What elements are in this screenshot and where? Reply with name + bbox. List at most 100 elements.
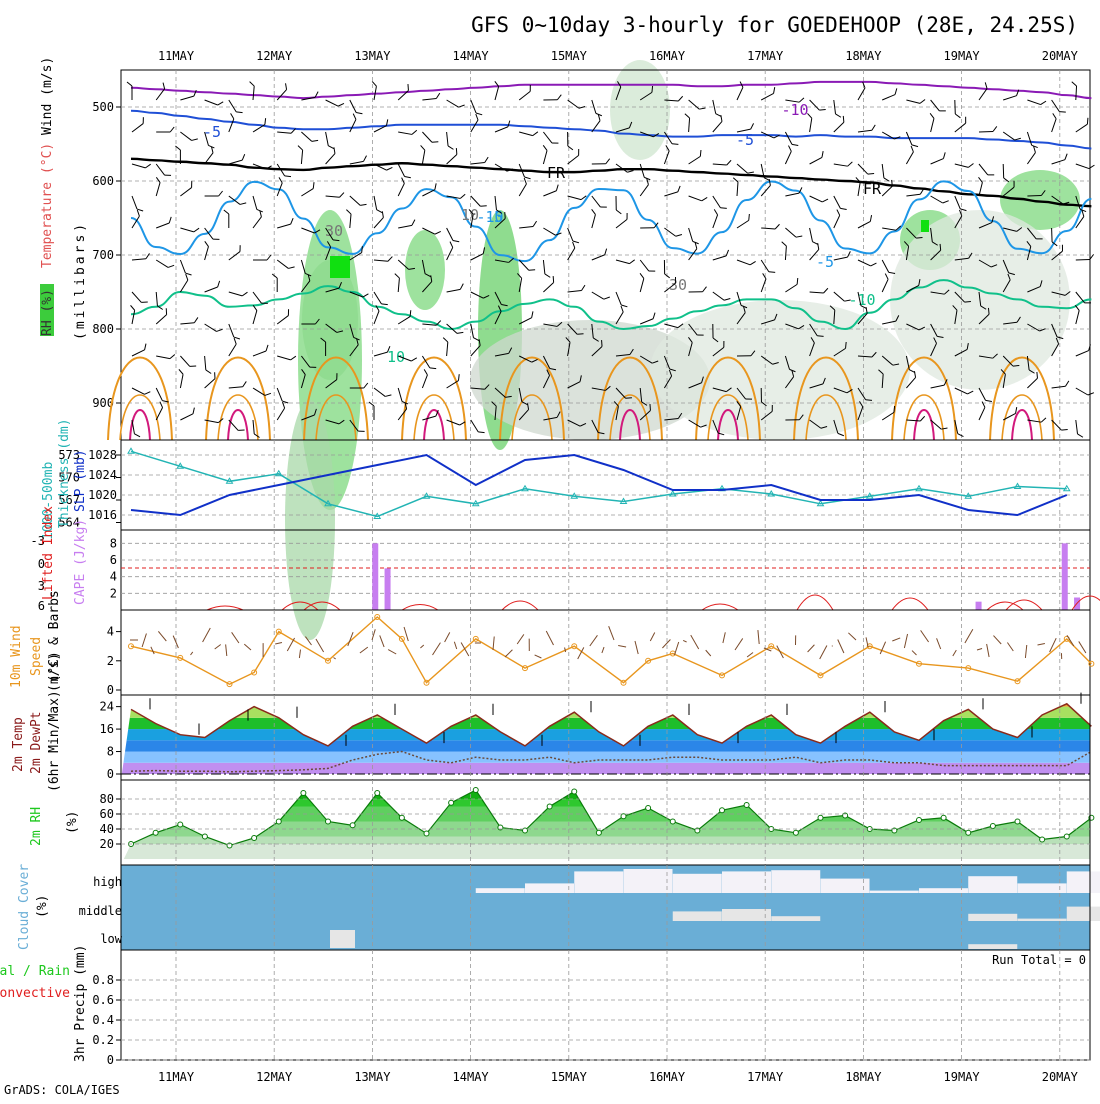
rh2m-marker: [326, 819, 331, 824]
temp2m-ticklabel: 16: [100, 722, 114, 736]
cloud-middle-label: middle: [79, 904, 122, 918]
rh2m-label: 2m RH: [29, 807, 44, 846]
precip-unit: 3hr Precip (mm): [73, 945, 88, 1062]
cape-bar: [385, 568, 391, 610]
rh2m-marker: [1040, 837, 1045, 842]
cloud-cell: [574, 871, 623, 893]
rh2m-marker: [621, 814, 626, 819]
wind10-ticklabel: 4: [107, 625, 114, 639]
date-label-bottom: 11MAY: [158, 1070, 195, 1084]
cape-ticklabel: 8: [110, 536, 117, 550]
cloud-unit: (%): [35, 895, 50, 918]
li-ticklabel: 6: [38, 599, 45, 613]
date-label-bottom: 18MAY: [845, 1070, 882, 1084]
temp-band: [121, 740, 1090, 751]
run-total: Run Total = 0: [992, 953, 1086, 967]
precip-ticklabel: 0.6: [92, 993, 114, 1007]
rh-max-patch: [921, 220, 929, 232]
date-label-top: 18MAY: [845, 49, 882, 63]
date-label-top: 15MAY: [551, 49, 588, 63]
date-label-top: 16MAY: [649, 49, 686, 63]
temp2m-ticklabel: 24: [100, 700, 114, 714]
precip-total-label: Total / Rain: [0, 964, 70, 979]
contour-label: FR: [547, 164, 566, 182]
precip-ticklabel: 0: [107, 1053, 114, 1067]
slp-ticklabel: 1028: [88, 448, 117, 462]
wind10-ticklabel: 2: [107, 654, 114, 668]
rh2m-marker: [449, 800, 454, 805]
rh-band: [121, 837, 1090, 845]
upper-ticklabel: 700: [92, 248, 114, 262]
rh2m-marker: [1064, 834, 1069, 839]
cloud-cell: [968, 876, 1017, 893]
slp-ticklabel: 1024: [88, 468, 117, 482]
date-label-bottom: 14MAY: [453, 1070, 490, 1084]
precip-conv-label: Convective: [0, 986, 70, 1001]
cloud-cell: [1067, 871, 1100, 893]
cloud-low-label: low: [100, 932, 122, 946]
temp2m-ticklabel: 0: [107, 767, 114, 781]
rh2m-ticklabel: 40: [100, 822, 114, 836]
cloud-cell: [919, 888, 968, 893]
rh2m-marker: [547, 804, 552, 809]
cape-ticklabel: 2: [110, 586, 117, 600]
temp-band: [121, 752, 1090, 763]
cloud-label: Cloud Cover: [17, 864, 32, 950]
precip-ticklabel: 0.8: [92, 973, 114, 987]
rh2m-ticklabel: 80: [100, 792, 114, 806]
rh-shade-blob: [650, 300, 910, 440]
rh2m-marker: [178, 822, 183, 827]
cloud-cover-panel: [121, 865, 1100, 950]
chart-title: GFS 0~10day 3-hourly for GOEDEHOOP (28E,…: [471, 13, 1078, 37]
wind10-ticklabel: 0: [107, 683, 114, 697]
millibars-label: (millibars): [73, 221, 88, 340]
cloud-cell: [870, 891, 919, 893]
cloud-cell: [330, 930, 355, 948]
lifted-index-label: Lifted Index: [41, 506, 56, 600]
rh2m-marker: [818, 815, 823, 820]
date-label-top: 12MAY: [256, 49, 293, 63]
rh-shade-blob: [405, 230, 445, 310]
date-label-top: 19MAY: [944, 49, 981, 63]
contour-label: 10: [461, 206, 479, 224]
date-label-top: 20MAY: [1042, 49, 1079, 63]
wind10-label-2: Speed: [29, 637, 44, 676]
cape-bar: [976, 602, 982, 610]
date-label-bottom: 16MAY: [649, 1070, 686, 1084]
date-label-bottom: 19MAY: [944, 1070, 981, 1084]
date-label-top: 11MAY: [158, 49, 195, 63]
cloud-cell: [673, 874, 722, 893]
rh2m-marker: [473, 788, 478, 793]
cape-ticklabel: 4: [110, 570, 117, 584]
date-label-bottom: 20MAY: [1042, 1070, 1079, 1084]
cloud-cell: [1018, 883, 1067, 893]
contour-label: -5: [203, 123, 221, 141]
date-label-bottom: 13MAY: [354, 1070, 391, 1084]
cloud-high-label: high: [93, 875, 122, 889]
cloud-cell: [968, 914, 1017, 921]
slp-ticklabel: 1016: [88, 508, 117, 522]
temperature-label: Temperature (°C): [40, 143, 55, 268]
rh2m-marker: [153, 830, 158, 835]
rh2m-marker: [917, 818, 922, 823]
cape-bar: [1062, 543, 1068, 610]
upper-ticklabel: 800: [92, 322, 114, 336]
cape-bar: [372, 543, 378, 610]
rh2m-marker: [252, 836, 257, 841]
upper-ticklabel: 600: [92, 174, 114, 188]
cloud-cell: [525, 883, 574, 893]
wind10-label-1: 10m Wind: [9, 625, 24, 688]
cloud-cell: [722, 909, 771, 921]
cloud-cell: [968, 944, 1017, 949]
cloud-cell: [771, 916, 820, 921]
cloud-cell: [1018, 919, 1067, 921]
temp2m-label-3: (6hr Min/Max) (°C): [47, 651, 62, 792]
upper-ticklabel: 500: [92, 100, 114, 114]
temp2m-label-1: 2m Temp: [11, 717, 26, 772]
contour-label: 10: [387, 348, 405, 366]
rh2m-marker: [720, 808, 725, 813]
cloud-cell: [476, 888, 525, 893]
rh-max-patch: [330, 256, 350, 278]
